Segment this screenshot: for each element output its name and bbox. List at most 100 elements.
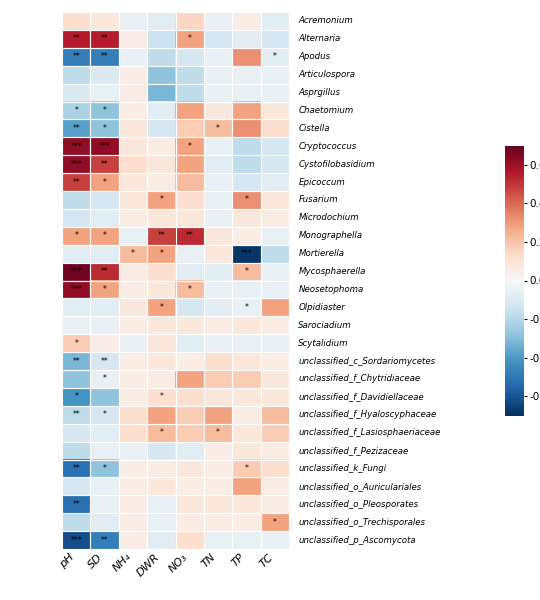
Bar: [91, 280, 119, 298]
Bar: [176, 442, 204, 460]
Bar: [119, 388, 147, 406]
Text: *: *: [103, 231, 106, 240]
Bar: [62, 424, 91, 442]
Text: *: *: [159, 392, 163, 401]
Bar: [232, 173, 261, 191]
Bar: [261, 66, 289, 83]
Text: **: **: [72, 500, 80, 509]
Bar: [91, 48, 119, 66]
Bar: [232, 137, 261, 155]
Bar: [176, 513, 204, 531]
Bar: [232, 119, 261, 137]
Bar: [261, 245, 289, 263]
Bar: [119, 173, 147, 191]
Bar: [232, 513, 261, 531]
Bar: [232, 227, 261, 245]
Bar: [232, 155, 261, 173]
Bar: [204, 101, 232, 119]
Text: Scytalidium: Scytalidium: [299, 338, 349, 347]
Bar: [232, 30, 261, 48]
Bar: [176, 388, 204, 406]
Bar: [176, 263, 204, 280]
Text: **: **: [101, 536, 109, 545]
Bar: [91, 137, 119, 155]
Text: Monographella: Monographella: [299, 231, 362, 240]
Bar: [204, 12, 232, 30]
Bar: [261, 173, 289, 191]
Bar: [261, 119, 289, 137]
Bar: [261, 334, 289, 352]
Bar: [147, 531, 176, 549]
Bar: [204, 406, 232, 424]
Bar: [261, 352, 289, 370]
Bar: [147, 119, 176, 137]
Bar: [147, 227, 176, 245]
Text: **: **: [101, 52, 109, 61]
Bar: [176, 155, 204, 173]
Bar: [176, 245, 204, 263]
Bar: [261, 496, 289, 513]
Bar: [119, 280, 147, 298]
Bar: [204, 298, 232, 316]
Bar: [91, 388, 119, 406]
Text: *: *: [273, 518, 276, 527]
Bar: [232, 209, 261, 227]
Bar: [261, 191, 289, 209]
Bar: [204, 155, 232, 173]
Text: ***: ***: [70, 160, 82, 169]
Text: *: *: [75, 106, 78, 115]
Bar: [91, 496, 119, 513]
Bar: [62, 48, 91, 66]
Bar: [261, 298, 289, 316]
Bar: [147, 263, 176, 280]
Bar: [232, 101, 261, 119]
Text: **: **: [72, 356, 80, 365]
Bar: [204, 119, 232, 137]
Bar: [261, 227, 289, 245]
Bar: [261, 442, 289, 460]
Bar: [119, 406, 147, 424]
Text: *: *: [75, 338, 78, 347]
Bar: [147, 388, 176, 406]
Bar: [62, 388, 91, 406]
Bar: [62, 155, 91, 173]
Bar: [204, 48, 232, 66]
Bar: [119, 352, 147, 370]
Bar: [261, 316, 289, 334]
Bar: [62, 227, 91, 245]
Text: *: *: [131, 249, 135, 258]
Bar: [232, 245, 261, 263]
Bar: [204, 83, 232, 101]
Bar: [261, 155, 289, 173]
Text: Mycosphaerella: Mycosphaerella: [299, 267, 366, 276]
Text: **: **: [101, 267, 109, 276]
Bar: [91, 227, 119, 245]
Bar: [62, 334, 91, 352]
Bar: [147, 83, 176, 101]
Bar: [91, 424, 119, 442]
Text: Microdochium: Microdochium: [299, 214, 359, 223]
Bar: [62, 280, 91, 298]
Bar: [261, 370, 289, 388]
Bar: [204, 352, 232, 370]
Bar: [119, 48, 147, 66]
Bar: [147, 173, 176, 191]
Text: *: *: [75, 231, 78, 240]
Bar: [147, 280, 176, 298]
Text: Fusarium: Fusarium: [299, 196, 338, 205]
Bar: [232, 48, 261, 66]
Bar: [62, 478, 91, 496]
Text: *: *: [103, 410, 106, 419]
Bar: [232, 352, 261, 370]
Text: *: *: [245, 267, 248, 276]
Bar: [147, 30, 176, 48]
Bar: [204, 227, 232, 245]
Bar: [204, 137, 232, 155]
Bar: [204, 424, 232, 442]
Bar: [147, 460, 176, 478]
Bar: [261, 48, 289, 66]
Bar: [261, 137, 289, 155]
Text: Acremonium: Acremonium: [299, 16, 353, 25]
Bar: [176, 66, 204, 83]
Text: *: *: [159, 428, 163, 437]
